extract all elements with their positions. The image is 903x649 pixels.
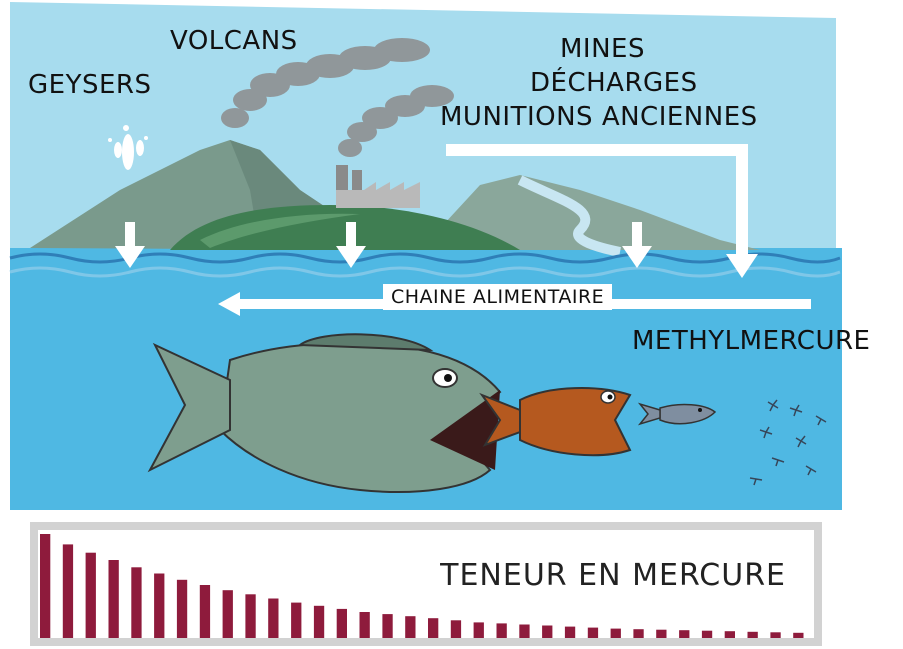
mercury-level-bar [199, 585, 211, 638]
mercury-level-bar [245, 594, 256, 638]
right-mountain [420, 175, 760, 250]
medium-fish [479, 387, 632, 457]
mercury-level-bar [359, 612, 370, 638]
mercury-level-bars [40, 534, 804, 638]
mercury-level-bar [405, 616, 416, 638]
mercury-level-bar [291, 602, 302, 638]
mercury-level-bar [724, 631, 735, 638]
mercury-meter-panel: TENEUR EN MERCURE [38, 530, 814, 638]
factory [336, 165, 420, 208]
mercury-level-bar [564, 626, 576, 638]
arrow-down-icon [622, 222, 652, 268]
mercury-level-bar [382, 614, 393, 638]
river [517, 175, 621, 257]
arrow-down-icon [726, 254, 758, 278]
mercury-meter: TENEUR EN MERCURE [30, 522, 822, 646]
label-volcans: VOLCANS [170, 26, 298, 56]
mercury-level-bar [40, 534, 51, 638]
mercury-level-bar [701, 630, 713, 638]
mercury-level-bar [428, 618, 439, 638]
mercury-level-bar [519, 624, 530, 638]
label-decharges: DÉCHARGES [530, 68, 698, 98]
mercury-level-bar [336, 608, 347, 638]
mercury-level-bar [154, 573, 165, 638]
waves [9, 252, 841, 278]
mercury-level-bar [770, 632, 781, 638]
small-fish [637, 402, 717, 426]
mercury-level-bar [268, 598, 279, 638]
mercury-level-bar [313, 605, 325, 638]
mercury-level-bar [542, 625, 553, 638]
mines-arrow [446, 144, 748, 258]
mercury-level-bar [587, 627, 599, 638]
mercury-level-bar [176, 579, 188, 638]
mercury-level-bar [62, 544, 74, 638]
geyser [108, 125, 148, 170]
deposit-arrows [115, 222, 652, 268]
mercury-level-bar [496, 623, 507, 638]
mercury-level-bar [679, 630, 690, 638]
label-chaine-alimentaire: CHAINE ALIMENTAIRE [383, 284, 613, 310]
meter-title: TENEUR EN MERCURE [440, 558, 786, 593]
big-fish [147, 333, 502, 493]
island [170, 205, 520, 250]
plankton [749, 399, 827, 486]
mercury-level-bar [473, 622, 484, 638]
mercury-level-bar [450, 620, 462, 638]
arrow-down-icon [336, 222, 366, 268]
label-geysers: GEYSERS [28, 70, 152, 100]
mercury-level-bar [85, 552, 96, 638]
mercury-level-bar [222, 590, 233, 638]
arrow-left-icon [218, 292, 240, 316]
mercury-level-bar [108, 560, 119, 638]
label-mines: MINES [560, 34, 645, 64]
mercury-level-bar [610, 628, 621, 638]
label-munitions: MUNITIONS ANCIENNES [440, 102, 758, 132]
mercury-level-bar [656, 629, 667, 638]
smoke [221, 38, 454, 157]
mercury-level-bar [633, 629, 644, 638]
mercury-level-bar [793, 632, 804, 638]
arrow-down-icon [115, 222, 145, 268]
mercury-level-bar [747, 631, 758, 638]
mercury-level-bar [131, 567, 142, 638]
island-highlight [200, 213, 360, 248]
label-methylmercure: METHYLMERCURE [632, 326, 871, 356]
